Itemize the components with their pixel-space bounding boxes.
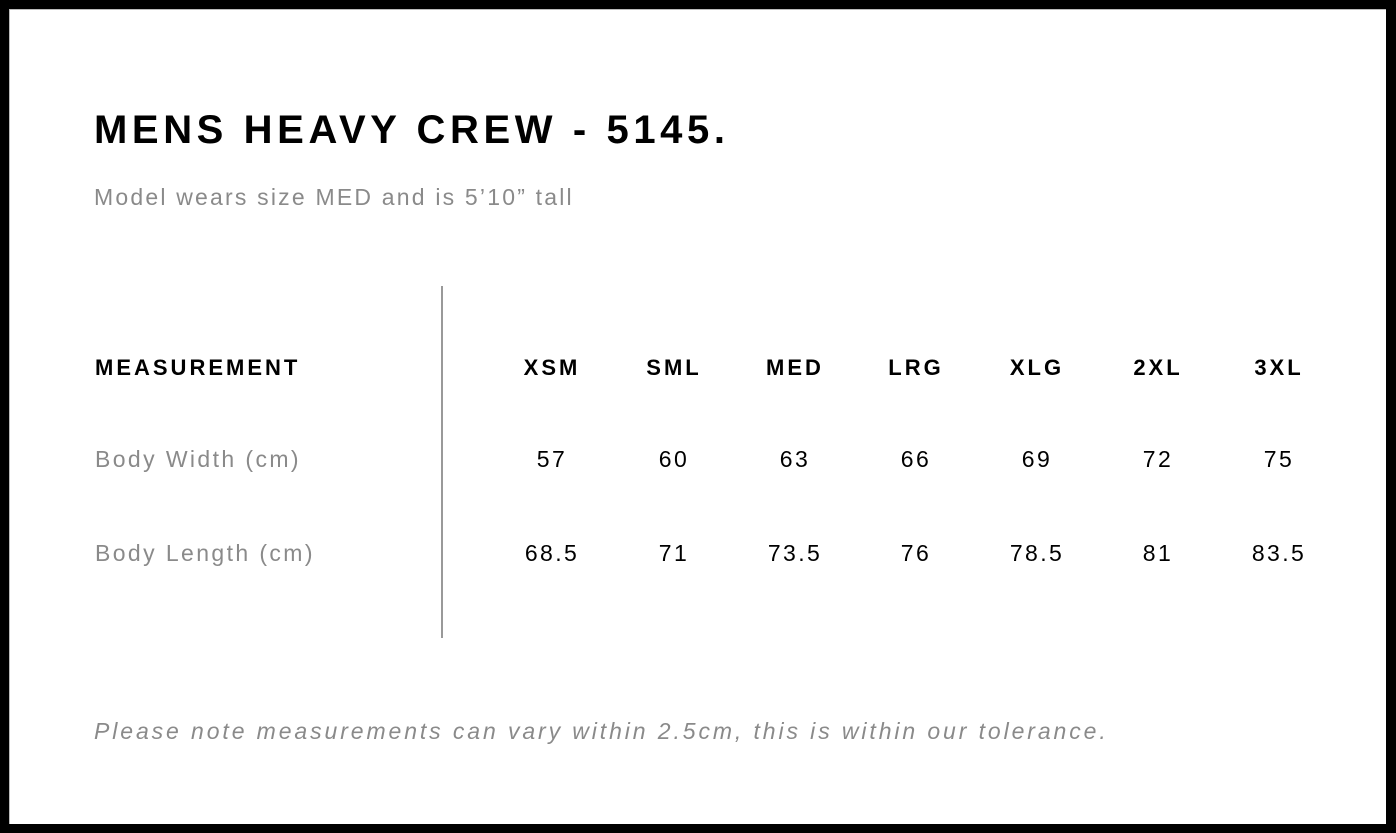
table-cell: 71 — [658, 540, 690, 566]
table-cell: 73.5 — [767, 540, 823, 566]
row-label: Body Length (cm) — [95, 540, 315, 566]
size-chart-card: MENS HEAVY CREW - 5145. Model wears size… — [9, 9, 1386, 824]
table-cell: 66 — [900, 446, 932, 472]
size-header: XLG — [1009, 355, 1065, 380]
table-cell: 60 — [658, 446, 690, 472]
size-header: 3XL — [1254, 355, 1304, 380]
table-cell: 81 — [1142, 540, 1174, 566]
size-header: SML — [646, 355, 702, 380]
size-header: LRG — [888, 355, 944, 380]
model-info: Model wears size MED and is 5’10” tall — [94, 184, 574, 210]
table-cell: 63 — [779, 446, 811, 472]
table-cell: 78.5 — [1009, 540, 1065, 566]
table-cell: 72 — [1142, 446, 1174, 472]
table-cell: 57 — [536, 446, 568, 472]
table-cell: 75 — [1263, 446, 1295, 472]
table-row: Body Width (cm) 57 60 63 66 69 72 75 — [10, 446, 1386, 476]
table-cell: 83.5 — [1251, 540, 1307, 566]
size-header: MED — [766, 355, 824, 380]
row-label: Body Width (cm) — [95, 446, 301, 472]
tolerance-note: Please note measurements can vary within… — [94, 718, 1109, 744]
table-row: Body Length (cm) 68.5 71 73.5 76 78.5 81… — [10, 540, 1386, 570]
column-divider — [441, 286, 443, 638]
size-header: XSM — [523, 355, 581, 380]
size-header: 2XL — [1133, 355, 1183, 380]
measurement-header: MEASUREMENT — [95, 355, 301, 380]
table-cell: 69 — [1021, 446, 1053, 472]
table-cell: 68.5 — [524, 540, 580, 566]
table-cell: 76 — [900, 540, 932, 566]
page-title: MENS HEAVY CREW - 5145. — [94, 108, 730, 152]
table-header-row: MEASUREMENT XSM SML MED LRG XLG 2XL 3XL — [10, 355, 1386, 385]
